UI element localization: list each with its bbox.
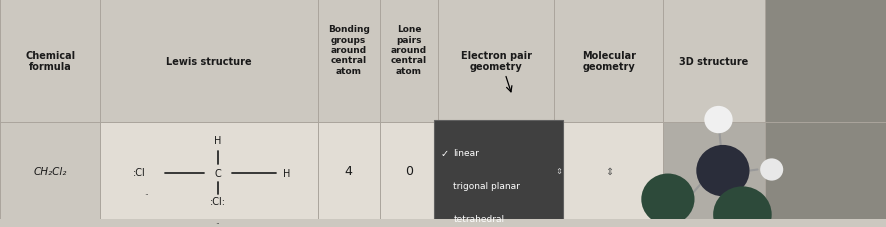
Text: ⇕: ⇕ xyxy=(604,166,612,176)
Bar xyxy=(663,123,764,219)
Text: ··: ·· xyxy=(215,219,220,227)
Text: Bonding
groups
around
central
atom: Bonding groups around central atom xyxy=(327,25,369,76)
Bar xyxy=(0,123,100,219)
Text: tetrahedral: tetrahedral xyxy=(453,215,504,224)
Text: :Cl: :Cl xyxy=(133,167,146,177)
Text: ⇕: ⇕ xyxy=(555,166,562,175)
Ellipse shape xyxy=(641,174,694,225)
Text: Chemical
formula: Chemical formula xyxy=(25,51,75,72)
Text: H: H xyxy=(214,135,222,145)
Text: linear: linear xyxy=(453,149,478,158)
Text: trigonal planar: trigonal planar xyxy=(453,182,519,191)
Ellipse shape xyxy=(696,145,749,196)
Ellipse shape xyxy=(712,187,771,227)
Bar xyxy=(0,0,886,123)
Bar xyxy=(764,0,886,219)
Text: H: H xyxy=(283,168,291,178)
Text: :Cl:: :Cl: xyxy=(209,197,226,207)
Text: Lone
pairs
around
central
atom: Lone pairs around central atom xyxy=(391,25,426,76)
Text: ··: ·· xyxy=(144,190,149,199)
Text: C: C xyxy=(214,168,221,178)
Text: Electron pair
geometry: Electron pair geometry xyxy=(460,51,532,72)
Ellipse shape xyxy=(703,106,732,134)
Text: Molecular
geometry: Molecular geometry xyxy=(581,51,635,72)
Text: 4: 4 xyxy=(345,164,352,177)
Bar xyxy=(433,121,563,219)
Text: 0: 0 xyxy=(404,164,413,177)
Text: Lewis structure: Lewis structure xyxy=(166,56,252,66)
Bar xyxy=(100,123,663,219)
Ellipse shape xyxy=(759,159,782,181)
Text: 3D structure: 3D structure xyxy=(679,56,748,66)
Text: CH₂Cl₂: CH₂Cl₂ xyxy=(34,166,66,176)
Text: ✓: ✓ xyxy=(440,148,448,158)
